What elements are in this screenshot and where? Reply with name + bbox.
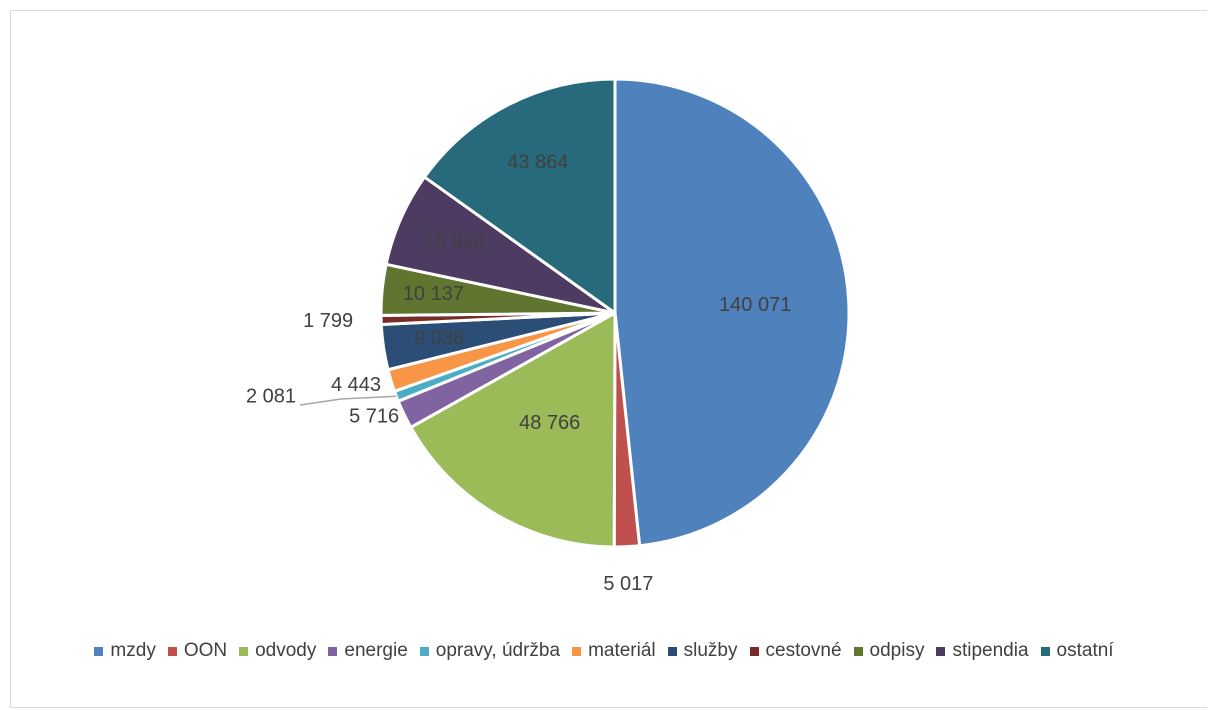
- legend-item: OON: [167, 640, 228, 662]
- legend-swatch: [749, 646, 759, 656]
- legend-swatch: [94, 646, 104, 656]
- pie-slice-ostatn-: [423, 77, 617, 315]
- legend-swatch: [239, 646, 249, 656]
- legend-label: cestovné: [765, 640, 842, 661]
- legend-label: opravy, údržba: [435, 640, 561, 661]
- data-label: 1 799: [303, 310, 353, 332]
- legend-swatch: [419, 646, 429, 656]
- legend-swatch: [853, 646, 863, 656]
- legend-item: odpisy: [853, 640, 925, 662]
- leader-line: [299, 395, 397, 406]
- legend-item: opravy, údržba: [419, 640, 561, 662]
- data-label: 4 443: [331, 374, 381, 396]
- legend-label: ostatní: [1056, 640, 1114, 661]
- legend-item: ostatní: [1040, 640, 1114, 662]
- legend-swatch: [936, 646, 946, 656]
- data-label: 5 716: [349, 406, 399, 428]
- legend-item: energie: [328, 640, 408, 662]
- legend-label: odpisy: [869, 640, 925, 661]
- legend-label: OON: [183, 640, 228, 661]
- legend-swatch: [667, 646, 677, 656]
- legend-item: stipendia: [936, 640, 1029, 662]
- legend-item: materiál: [572, 640, 656, 662]
- legend-label: stipendia: [952, 640, 1029, 661]
- legend-label: materiál: [588, 640, 656, 661]
- data-label: 9 038: [414, 327, 464, 349]
- legend-swatch: [572, 646, 582, 656]
- data-label: 2 081: [246, 385, 296, 407]
- legend-item: cestovné: [749, 640, 842, 662]
- chart-legend: mzdy OON odvody energie opravy, údržba materi…: [0, 640, 1208, 662]
- data-label: 5 017: [603, 573, 653, 595]
- legend-swatch: [167, 646, 177, 656]
- legend-swatch: [328, 646, 338, 656]
- legend-item: odvody: [239, 640, 316, 662]
- pie-slice-odvody: [409, 311, 617, 549]
- data-label: 140 071: [719, 294, 791, 316]
- legend-item: služby: [667, 640, 738, 662]
- data-label: 10 137: [403, 283, 464, 305]
- legend-item: mzdy: [94, 640, 156, 662]
- legend-swatch: [1040, 646, 1050, 656]
- data-label: 43 864: [507, 151, 568, 173]
- legend-label: služby: [683, 640, 738, 661]
- legend-label: odvody: [255, 640, 317, 661]
- data-label: 48 766: [519, 412, 580, 434]
- data-label: 18 928: [424, 231, 485, 253]
- pie-slice-mzdy: [613, 77, 851, 548]
- legend-label: energie: [344, 640, 408, 661]
- legend-label: mzdy: [110, 640, 156, 661]
